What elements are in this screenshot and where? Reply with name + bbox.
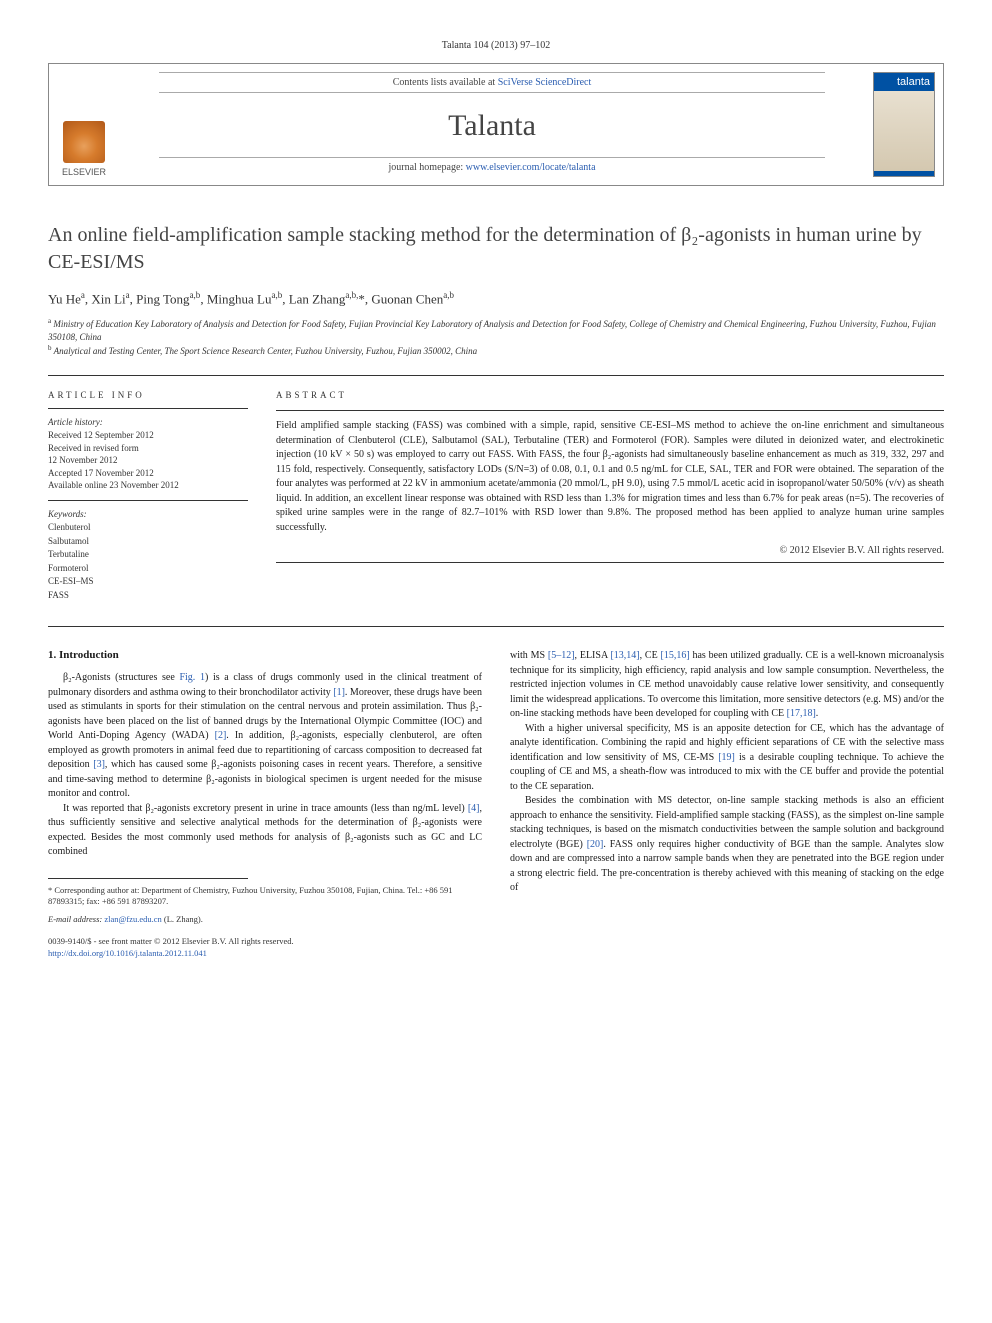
body-paragraph: Besides the combination with MS detector… xyxy=(510,794,944,896)
body-paragraph: with MS [5–12], ELISA [13,14], CE [15,16… xyxy=(510,649,944,722)
header-citation: Talanta 104 (2013) 97–102 xyxy=(48,40,944,51)
keywords-label: Keywords: xyxy=(48,509,248,519)
journal-cover-thumbnail: talanta xyxy=(873,72,935,177)
journal-header: ELSEVIER Contents lists available at Sci… xyxy=(48,63,944,186)
abstract-copyright: © 2012 Elsevier B.V. All rights reserved… xyxy=(276,545,944,556)
journal-homepage-line: journal homepage: www.elsevier.com/locat… xyxy=(159,157,825,177)
affiliations: a Ministry of Education Key Laboratory o… xyxy=(48,317,944,357)
publisher-name: ELSEVIER xyxy=(62,167,106,177)
article-title: An online field-amplification sample sta… xyxy=(48,222,944,276)
body-column-left: 1. Introduction β₂-Agonists (structures … xyxy=(48,649,482,960)
publisher-logo: ELSEVIER xyxy=(49,64,119,185)
keyword: Terbutaline xyxy=(48,548,248,562)
keyword: Salbutamol xyxy=(48,535,248,549)
article-info-block: ARTICLE INFO Article history: Received 1… xyxy=(48,390,248,602)
keyword: CE-ESI–MS xyxy=(48,575,248,589)
author-list: Yu Hea, Xin Lia, Ping Tonga,b, Minghua L… xyxy=(48,290,944,307)
cover-title: talanta xyxy=(874,73,934,91)
elsevier-tree-icon xyxy=(63,121,105,163)
keyword: FASS xyxy=(48,589,248,603)
corresponding-email-link[interactable]: zlan@fzu.edu.cn xyxy=(104,914,161,924)
homepage-prefix: journal homepage: xyxy=(388,162,465,173)
body-column-right: with MS [5–12], ELISA [13,14], CE [15,16… xyxy=(510,649,944,960)
body-paragraph: With a higher universal specificity, MS … xyxy=(510,722,944,795)
contents-prefix: Contents lists available at xyxy=(393,77,498,88)
sciencedirect-link[interactable]: SciVerse ScienceDirect xyxy=(498,77,592,88)
keywords-list: Clenbuterol Salbutamol Terbutaline Formo… xyxy=(48,521,248,602)
journal-name: Talanta xyxy=(119,109,865,143)
article-history: Received 12 September 2012Received in re… xyxy=(48,429,248,492)
body-paragraph: β₂-Agonists (structures see Fig. 1) is a… xyxy=(48,671,482,802)
affiliation-b: b Analytical and Testing Center, The Spo… xyxy=(48,344,944,358)
abstract-text: Field amplified sample stacking (FASS) w… xyxy=(276,419,944,535)
keyword: Formoterol xyxy=(48,562,248,576)
publication-info: 0039-9140/$ - see front matter © 2012 El… xyxy=(48,936,482,960)
history-label: Article history: xyxy=(48,417,248,427)
section-heading: 1. Introduction xyxy=(48,649,482,661)
email-footnote: E-mail address: zlan@fzu.edu.cn (L. Zhan… xyxy=(48,914,482,926)
article-info-heading: ARTICLE INFO xyxy=(48,390,248,400)
body-paragraph: It was reported that β₂-agonists excreto… xyxy=(48,802,482,860)
corresponding-author-footnote: * Corresponding author at: Department of… xyxy=(48,885,482,909)
journal-homepage-link[interactable]: www.elsevier.com/locate/talanta xyxy=(466,162,596,173)
abstract-block: ABSTRACT Field amplified sample stacking… xyxy=(276,390,944,602)
doi-link[interactable]: http://dx.doi.org/10.1016/j.talanta.2012… xyxy=(48,948,207,958)
contents-list-line: Contents lists available at SciVerse Sci… xyxy=(159,72,825,93)
keyword: Clenbuterol xyxy=(48,521,248,535)
abstract-heading: ABSTRACT xyxy=(276,390,944,400)
affiliation-a: a Ministry of Education Key Laboratory o… xyxy=(48,317,944,343)
